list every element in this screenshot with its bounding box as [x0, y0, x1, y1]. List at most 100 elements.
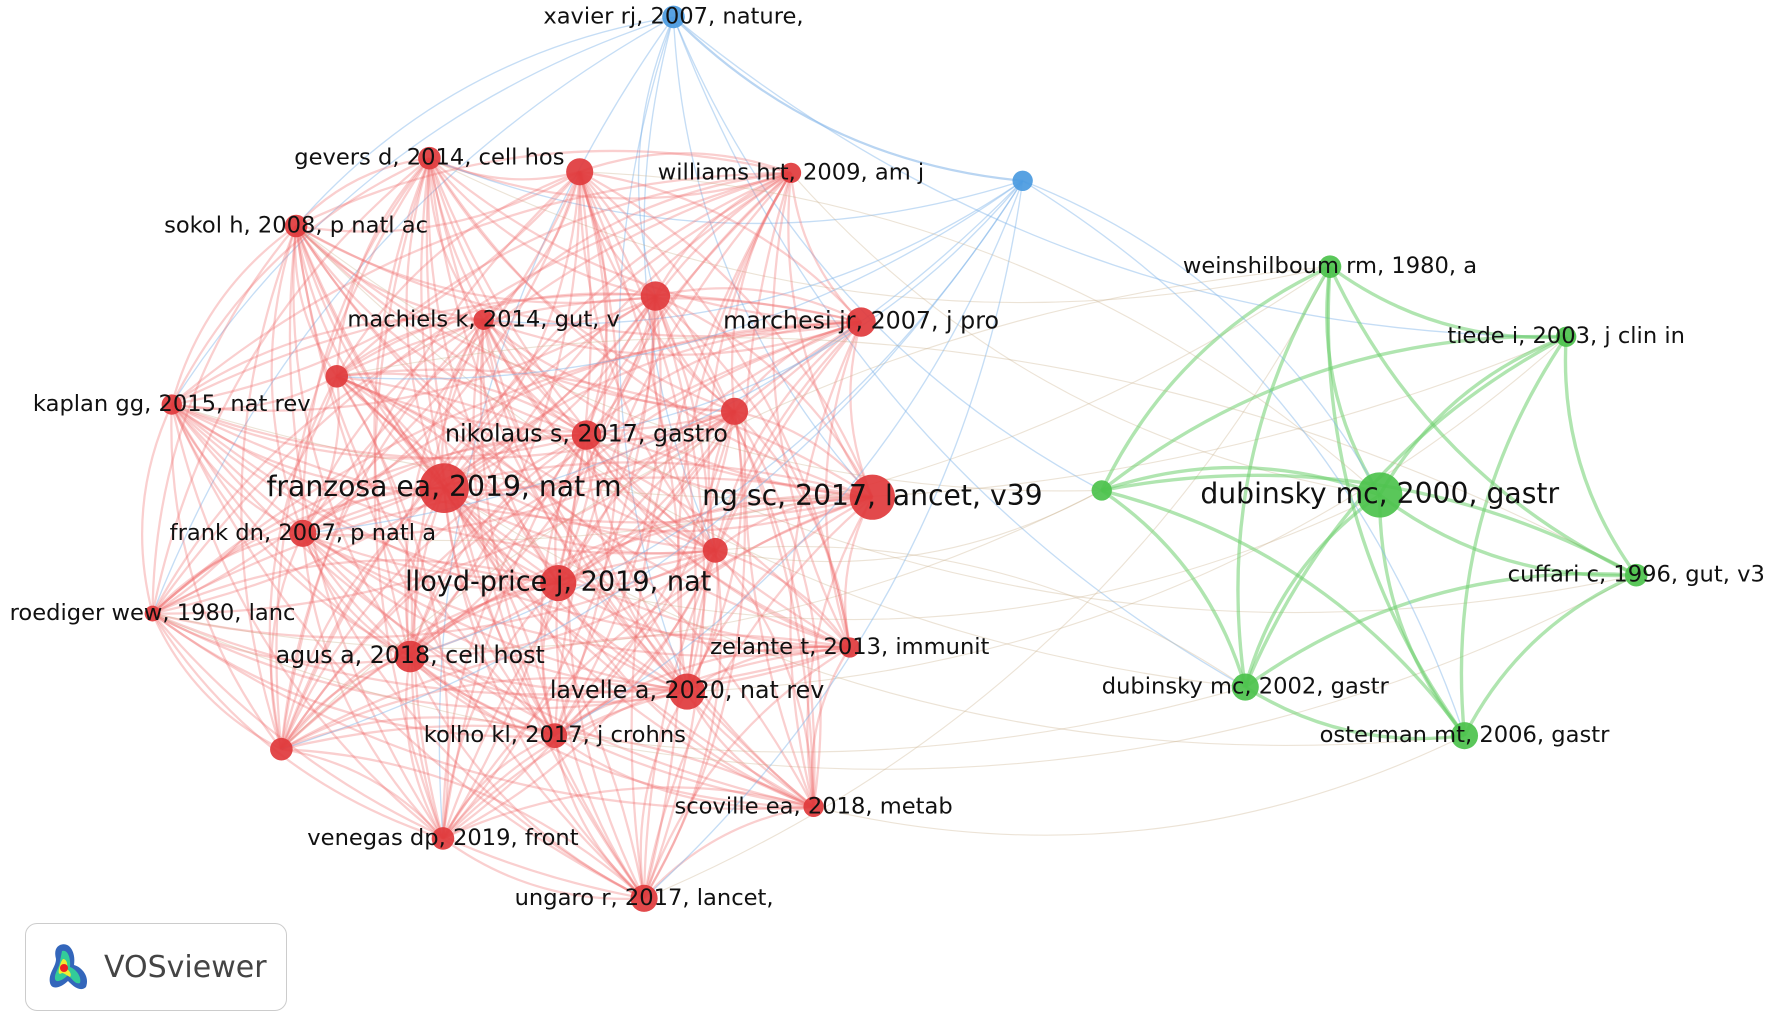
edge [152, 489, 1103, 650]
edge [170, 404, 411, 658]
logo-text: VOSviewer [104, 949, 267, 985]
edge [428, 157, 792, 200]
edge [482, 319, 851, 649]
edge [483, 180, 1024, 325]
edge [585, 434, 716, 552]
edge [429, 157, 1023, 225]
edge [302, 532, 559, 590]
edge [428, 158, 688, 693]
edge [642, 321, 862, 899]
edge [428, 157, 873, 499]
edge [280, 549, 716, 750]
edge [714, 321, 862, 551]
edge [409, 171, 792, 657]
edge [170, 404, 645, 900]
edge [578, 171, 815, 807]
edge [171, 403, 735, 460]
edge [479, 319, 646, 900]
edge [687, 336, 1567, 693]
edge [336, 318, 484, 378]
edge [280, 318, 485, 750]
edge [642, 496, 874, 899]
edge [1244, 685, 1465, 741]
edge [651, 295, 717, 551]
edge [553, 171, 620, 737]
edge [292, 225, 412, 658]
node-label: venegas dp, 2019, front [307, 825, 578, 851]
node-label: nikolaus s, 2017, gastro [445, 420, 728, 448]
edge [686, 496, 873, 693]
edge [585, 434, 851, 649]
edge [709, 410, 736, 551]
edge [152, 613, 1246, 753]
edge [152, 410, 736, 615]
edge [302, 295, 657, 535]
node-label: agus a, 2018, cell host [276, 641, 545, 669]
edge [373, 157, 445, 839]
edge [586, 410, 736, 441]
edge [554, 549, 717, 737]
edge [443, 487, 716, 555]
edge [813, 735, 1465, 836]
edge [429, 157, 1331, 304]
edge [373, 157, 431, 657]
node [394, 640, 427, 673]
edge [413, 319, 485, 839]
edge [643, 646, 851, 899]
edge [151, 613, 282, 751]
node [418, 146, 441, 170]
edge [482, 171, 581, 321]
edge [295, 225, 851, 649]
edge [554, 734, 814, 810]
edge [443, 320, 862, 490]
edge [579, 171, 1381, 496]
edge [586, 180, 1024, 436]
edge [295, 225, 656, 304]
node [720, 397, 749, 425]
edge [806, 496, 874, 807]
edge [240, 225, 298, 750]
node-label: kolho kl, 2017, j crohns [424, 722, 686, 748]
edge [654, 171, 792, 297]
edge [295, 157, 430, 227]
edge [336, 368, 873, 499]
edge [654, 295, 736, 413]
edge [579, 170, 874, 498]
edge [441, 496, 873, 840]
edge [302, 171, 581, 535]
edge [294, 225, 338, 377]
node-label: cuffari c, 1996, gut, v3 [1508, 562, 1765, 588]
edge [270, 532, 304, 750]
node [1231, 673, 1259, 701]
edge [151, 612, 814, 810]
node [630, 884, 658, 912]
edge [672, 16, 873, 498]
edge [714, 549, 851, 649]
edge [557, 582, 850, 653]
edge [707, 172, 792, 551]
edge [672, 16, 1103, 492]
edge [336, 375, 560, 584]
node-label: lloyd-price j, 2019, nat [405, 567, 711, 598]
edge [441, 321, 862, 839]
edge [654, 295, 874, 498]
edge [171, 403, 873, 524]
edge [420, 158, 556, 737]
edge [585, 434, 815, 808]
edge [686, 691, 815, 808]
node [431, 827, 455, 850]
node-label: roediger wew, 1980, lanc [10, 600, 296, 626]
edge [152, 171, 581, 615]
edge [654, 295, 851, 648]
node [419, 463, 469, 514]
edge [442, 646, 850, 840]
edge [743, 172, 815, 808]
edge [409, 295, 657, 658]
edge [553, 735, 645, 900]
edge [171, 317, 484, 406]
edge [482, 318, 873, 499]
edge [685, 321, 862, 692]
edge [585, 295, 657, 436]
edge [558, 549, 716, 587]
